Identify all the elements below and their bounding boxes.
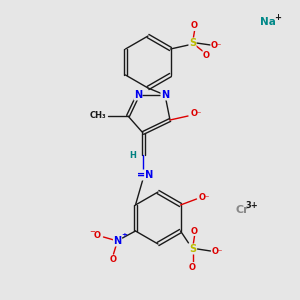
Text: O⁻: O⁻: [212, 248, 223, 256]
Text: O⁻: O⁻: [199, 193, 210, 202]
Text: N: N: [161, 90, 169, 100]
Text: 3+: 3+: [246, 200, 258, 209]
Text: +: +: [122, 232, 128, 238]
Text: O: O: [203, 50, 210, 59]
Text: O: O: [110, 256, 117, 265]
Text: Na: Na: [260, 17, 276, 27]
Text: O: O: [191, 22, 198, 31]
Text: O: O: [191, 226, 198, 236]
Text: O⁻: O⁻: [211, 40, 222, 50]
Text: H: H: [130, 151, 136, 160]
Text: =N: =N: [137, 170, 153, 180]
Text: −: −: [89, 229, 95, 235]
Text: S: S: [189, 38, 196, 48]
Text: S: S: [189, 244, 196, 254]
Text: N: N: [134, 90, 142, 100]
Text: N: N: [113, 236, 122, 246]
Text: +: +: [274, 14, 281, 22]
Text: Cr: Cr: [235, 205, 249, 215]
Text: O: O: [189, 262, 196, 272]
Text: CH₃: CH₃: [90, 112, 106, 121]
Text: O⁻: O⁻: [190, 110, 202, 118]
Text: O: O: [94, 232, 101, 241]
